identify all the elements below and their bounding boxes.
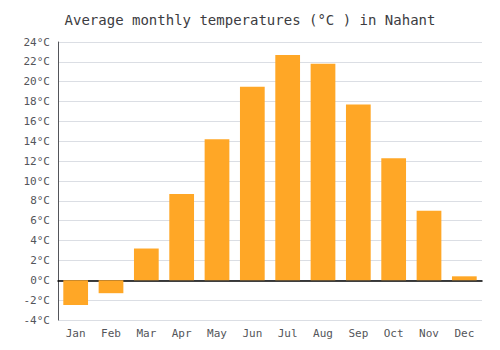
svg-text:Aug: Aug <box>313 327 333 340</box>
svg-text:8°C: 8°C <box>30 194 50 207</box>
svg-text:4°C: 4°C <box>30 234 50 247</box>
svg-text:Feb: Feb <box>101 327 121 340</box>
svg-text:May: May <box>207 327 227 340</box>
svg-text:Jun: Jun <box>242 327 262 340</box>
svg-text:18°C: 18°C <box>24 95 51 108</box>
svg-text:16°C: 16°C <box>24 115 51 128</box>
svg-text:-4°C: -4°C <box>24 314 51 327</box>
svg-text:Jan: Jan <box>66 327 86 340</box>
svg-text:14°C: 14°C <box>24 135 51 148</box>
svg-text:2°C: 2°C <box>30 254 50 267</box>
svg-text:10°C: 10°C <box>24 175 51 188</box>
svg-text:22°C: 22°C <box>24 55 51 68</box>
svg-text:20°C: 20°C <box>24 75 51 88</box>
svg-text:Dec: Dec <box>454 327 474 340</box>
svg-text:Apr: Apr <box>172 327 192 340</box>
svg-text:Oct: Oct <box>384 327 404 340</box>
svg-text:Mar: Mar <box>136 327 156 340</box>
svg-text:24°C: 24°C <box>24 36 51 49</box>
svg-text:Nov: Nov <box>419 327 439 340</box>
svg-text:12°C: 12°C <box>24 155 51 168</box>
svg-text:0°C: 0°C <box>30 274 50 287</box>
svg-text:Jul: Jul <box>278 327 298 340</box>
svg-text:Sep: Sep <box>348 327 368 340</box>
svg-text:Average monthly temperatures (: Average monthly temperatures (°C ) in Na… <box>65 12 436 28</box>
svg-text:-2°C: -2°C <box>24 294 51 307</box>
svg-text:6°C: 6°C <box>30 214 50 227</box>
